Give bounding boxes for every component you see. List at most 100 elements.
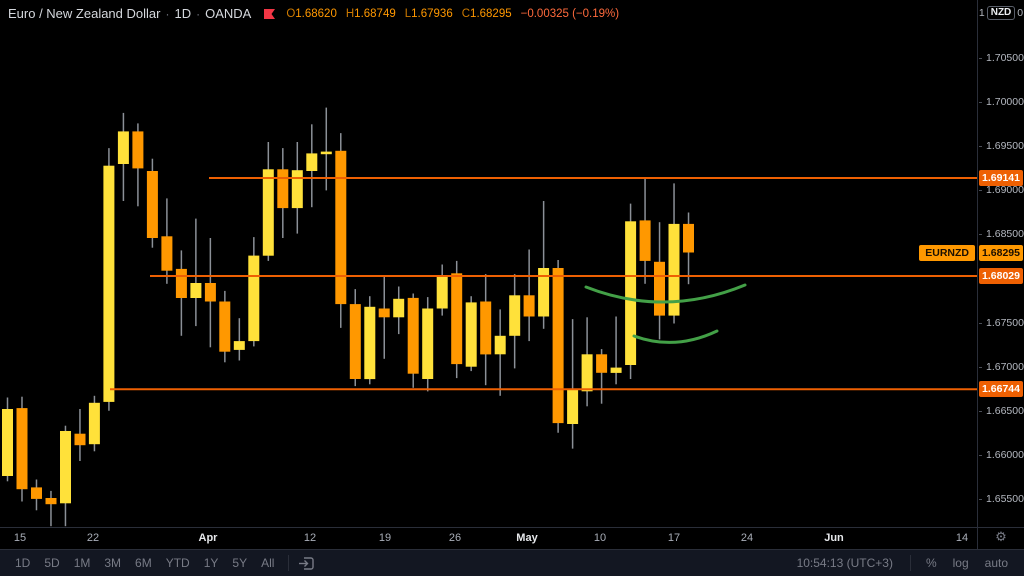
legend-separator: · xyxy=(165,6,170,21)
candle-body xyxy=(364,306,376,380)
candle xyxy=(161,198,173,284)
candle-body xyxy=(190,283,202,298)
candle xyxy=(465,296,477,372)
candle xyxy=(378,276,390,359)
scale-button-percent[interactable]: % xyxy=(925,556,937,570)
candle-body xyxy=(378,308,390,318)
time-axis[interactable]: ⚙ 15 22 Apr 12 19 26 May 10 17 24 Jun 14 xyxy=(0,527,1024,550)
ohlc-item: H1.68749 xyxy=(345,7,396,20)
candle xyxy=(480,274,492,386)
time-tick-apr: Apr xyxy=(198,532,218,544)
candle-body xyxy=(277,169,289,209)
candle-body xyxy=(248,255,260,342)
candle-body xyxy=(60,431,71,504)
candle-body xyxy=(146,171,158,238)
candle xyxy=(393,286,405,335)
curve-drawing[interactable] xyxy=(584,283,747,304)
interval-label[interactable]: 1D xyxy=(174,6,192,21)
time-tick-may: May xyxy=(516,532,538,544)
candle xyxy=(567,319,579,449)
candle xyxy=(103,148,115,411)
time-tick-22: 22 xyxy=(86,532,100,544)
hline-price-label: 1.66744 xyxy=(979,381,1023,398)
candle xyxy=(494,309,506,396)
price-tick: 1.66000 xyxy=(978,448,1024,462)
chart-legend: Euro / New Zealand Dollar · 1D · OANDA O… xyxy=(8,6,619,21)
time-tick-26: 26 xyxy=(448,532,462,544)
range-button-1d[interactable]: 1D xyxy=(15,556,31,570)
scale-button-log[interactable]: log xyxy=(952,556,969,570)
candle-body xyxy=(335,150,347,305)
candle-body xyxy=(349,304,361,379)
ohlc-item: O1.68620 xyxy=(286,7,337,20)
range-button-5d[interactable]: 5D xyxy=(44,556,60,570)
candle xyxy=(552,260,564,433)
range-button-5y[interactable]: 5Y xyxy=(232,556,248,570)
bottom-toolbar: 1D 5D 1M 3M 6M YTD 1Y 5Y All 10:54:13 (UTC+3) % l… xyxy=(0,549,1024,576)
chart-pane[interactable]: Euro / New Zealand Dollar · 1D · OANDA O… xyxy=(0,0,978,527)
candle-body xyxy=(204,283,216,302)
candle-body xyxy=(494,335,506,355)
range-button-all[interactable]: All xyxy=(261,556,275,570)
range-button-1y[interactable]: 1Y xyxy=(203,556,219,570)
candle xyxy=(60,425,71,527)
candle-body xyxy=(320,151,332,155)
range-button-6m[interactable]: 6M xyxy=(135,556,152,570)
candle-body xyxy=(610,367,622,373)
time-tick-24: 24 xyxy=(740,532,754,544)
candle xyxy=(132,123,144,207)
price-axis[interactable]: 1 NZD 0 1.70500 1.70000 1.69500 1.69000 1.68… xyxy=(977,0,1024,527)
candle-body xyxy=(16,408,28,490)
candle xyxy=(335,133,347,328)
curve-drawing[interactable] xyxy=(632,329,719,344)
exchange-label[interactable]: OANDA xyxy=(205,6,252,21)
price-tick: 1.66500 xyxy=(978,404,1024,418)
candle-body xyxy=(581,354,593,392)
hline-price-label: 1.68029 xyxy=(979,268,1023,284)
scale-button-auto[interactable]: auto xyxy=(984,556,1008,570)
candle-body xyxy=(45,498,57,505)
scale-buttons: % log auto xyxy=(918,556,1016,570)
candlestick-chart[interactable] xyxy=(0,0,978,527)
candle xyxy=(31,479,42,511)
clock-label[interactable]: 10:54:13 (UTC+3) xyxy=(796,556,893,570)
hline-price-label: 1.69141 xyxy=(979,170,1023,186)
candle-body xyxy=(422,308,434,379)
range-button-1m[interactable]: 1M xyxy=(73,556,91,570)
toolbar-right: 10:54:13 (UTC+3) % log auto xyxy=(797,555,1016,571)
candle xyxy=(45,490,57,527)
symbol-title[interactable]: Euro / New Zealand Dollar xyxy=(8,6,161,21)
price-axis-currency-row: 1 NZD 0 xyxy=(978,6,1024,20)
candle xyxy=(262,142,274,261)
candle-body xyxy=(451,273,463,365)
candle xyxy=(320,107,332,191)
flag-icon[interactable] xyxy=(263,8,276,20)
axis-top-digit-left: 1 xyxy=(978,7,985,19)
candle xyxy=(16,396,28,502)
candle xyxy=(117,112,129,201)
candle xyxy=(451,260,463,379)
range-button-ytd[interactable]: YTD xyxy=(165,556,190,570)
candle xyxy=(277,148,289,238)
candle-body xyxy=(567,388,579,424)
candle xyxy=(581,317,593,407)
candle-body xyxy=(436,275,448,309)
candle xyxy=(88,395,100,452)
candle xyxy=(639,177,651,284)
candle xyxy=(509,274,521,369)
time-tick-14: 14 xyxy=(955,532,969,544)
candle-body xyxy=(654,261,665,316)
candle-body xyxy=(668,223,680,316)
candle xyxy=(306,124,318,208)
ohlc-item: L1.67936 xyxy=(404,7,453,20)
currency-badge[interactable]: NZD xyxy=(986,6,1016,20)
axis-corner-divider xyxy=(977,528,978,550)
candle xyxy=(422,297,434,392)
candle-body xyxy=(480,301,492,355)
range-button-3m[interactable]: 3M xyxy=(104,556,122,570)
settings-gear-icon[interactable]: ⚙ xyxy=(995,530,1007,545)
candle-body xyxy=(88,402,100,445)
candle xyxy=(683,212,694,285)
go-to-date-icon[interactable] xyxy=(298,556,315,571)
price-line-symbol-label: EURNZD xyxy=(919,244,975,261)
